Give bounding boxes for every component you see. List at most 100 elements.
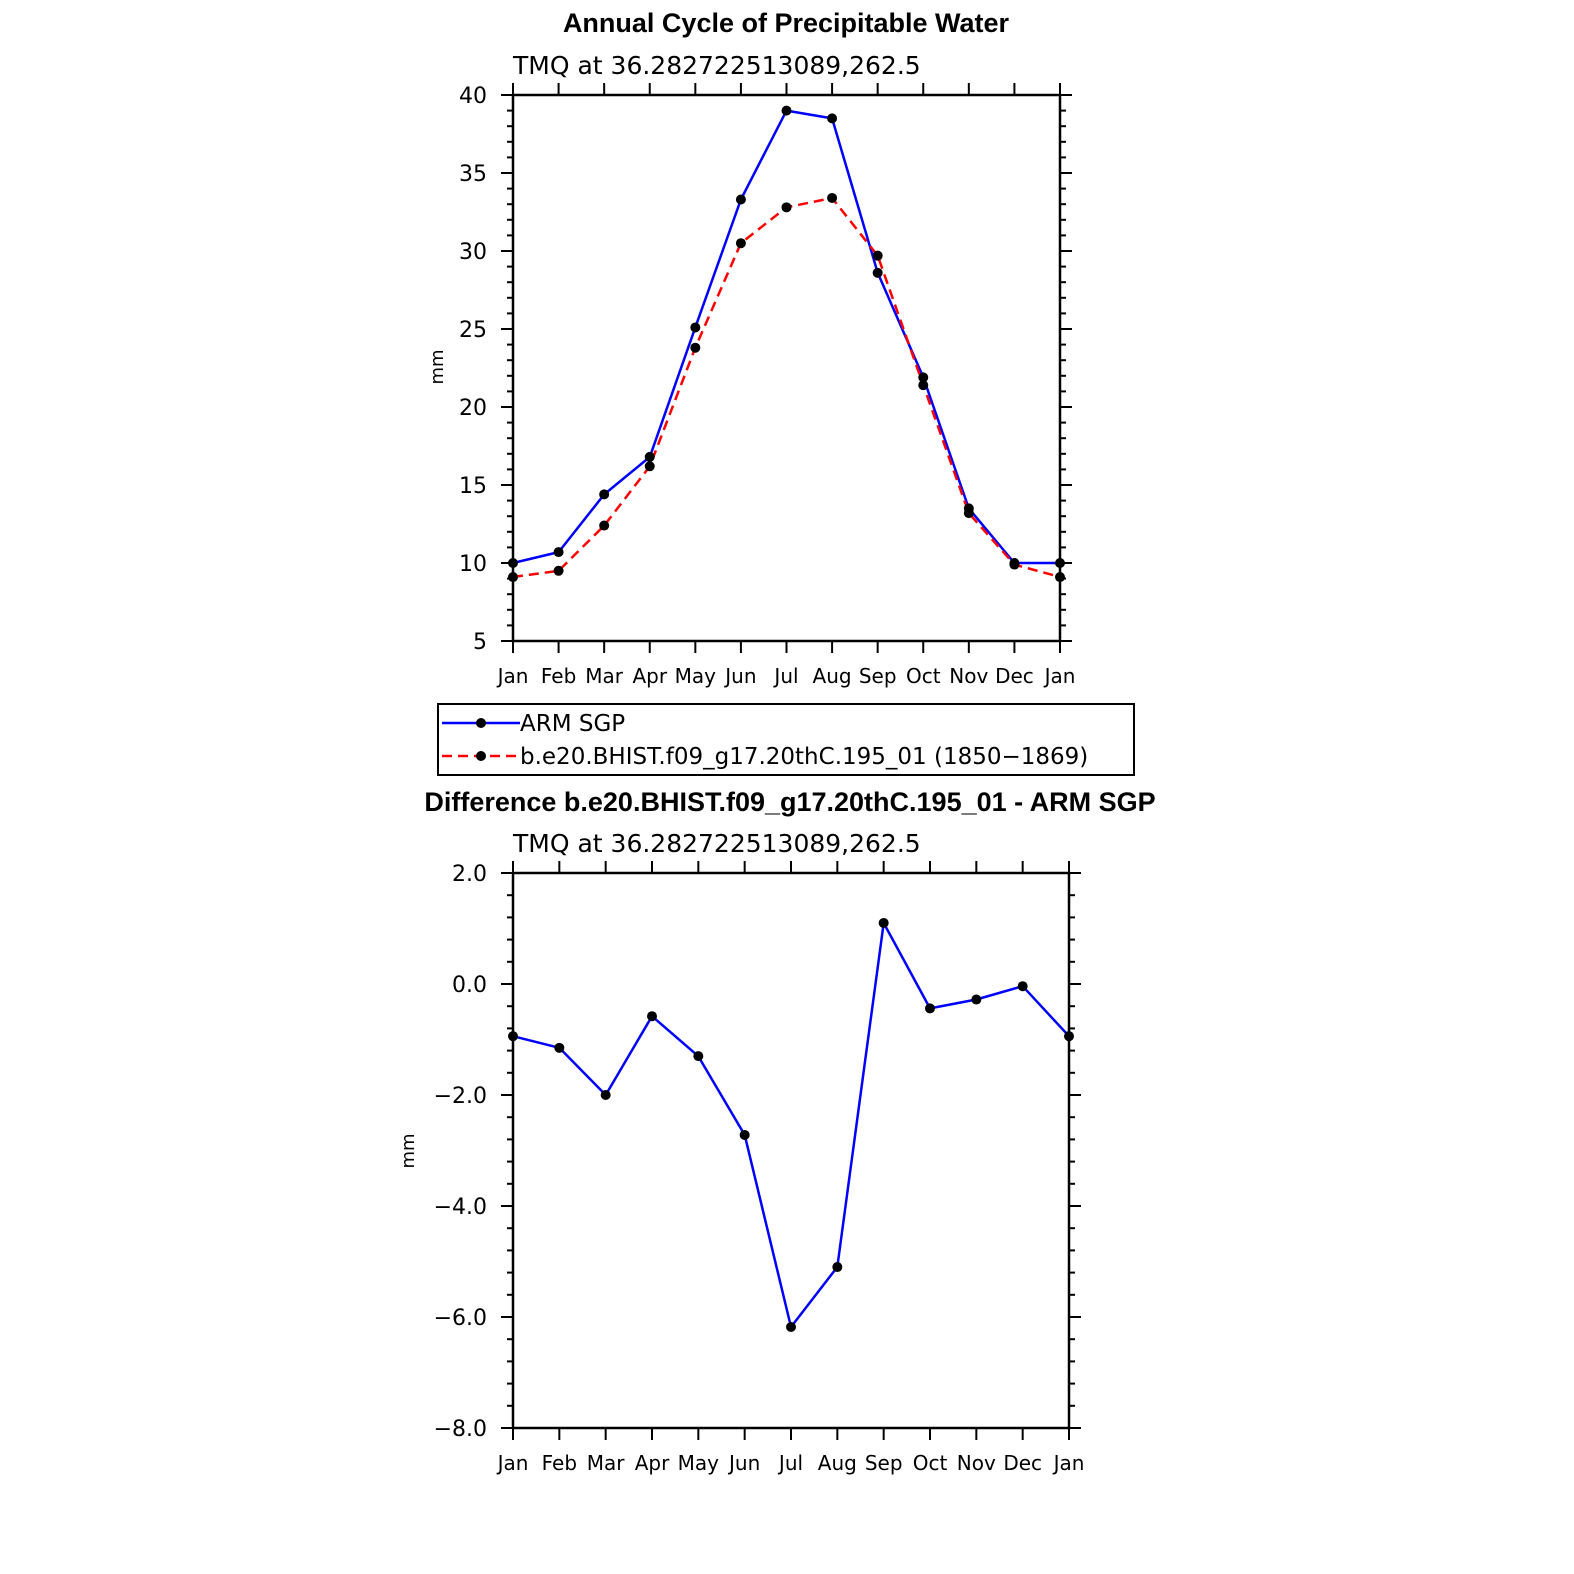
bottom-xtick-label: Sep [865,1451,903,1475]
top-series-0-point [644,451,655,462]
bottom-chart-axes: −8.0 −6.0 −4.0 −2.0 0.0 2.0 Jan Feb Mar Apr May Jun… [434,861,1085,1475]
bottom-series-0-point [832,1262,843,1273]
top-series-0-point [599,489,610,500]
bottom-xtick-label: Jan [496,1451,529,1475]
bottom-series-0-point [647,1011,657,1022]
bottom-chart: Difference b.e20.BHIST.f09_g17.20thC.195… [398,787,1156,1475]
top-chart-ylabel: mm [427,349,448,384]
top-xtick-label: May [675,664,717,688]
bottom-xtick-label: Oct [913,1451,948,1475]
legend-label-model: b.e20.BHIST.f09_g17.20thC.195_01 (1850−1… [520,744,1088,770]
top-xtick-label: Jan [1043,664,1076,688]
top-plot-frame [511,93,1062,643]
top-chart: Annual Cycle of Precipitable Water TMQ a… [427,8,1075,688]
top-series-1-point [781,202,792,213]
top-ytick-label: 10 [459,552,487,577]
top-series-0-point [918,372,929,383]
bottom-ytick-label: −4.0 [434,1195,487,1220]
top-xtick-label: Feb [541,664,576,688]
top-ytick-label: 35 [459,162,487,187]
top-chart-series [508,105,1065,583]
top-series-1-point [1055,572,1065,583]
bottom-ytick-label: 0.0 [452,973,487,998]
bottom-series-line-0 [512,921,1070,1329]
top-series-1-point [1009,559,1020,570]
top-ytick-label: 5 [473,630,487,655]
bottom-series-0-point [925,1003,935,1014]
top-series-0-point [781,105,792,116]
top-chart-axes: 5 10 15 20 25 30 35 40 Jan Feb Mar Apr May Jun Jul Aug S… [459,83,1075,688]
bottom-chart-ylabel: mm [398,1133,419,1168]
bottom-xtick-label: Apr [635,1451,670,1475]
top-series-0-point [508,558,518,568]
bottom-xtick-label: Dec [1003,1451,1042,1475]
top-xtick-label: Sep [859,664,897,688]
top-series-1-point [599,520,610,531]
top-xtick-label: Mar [585,664,624,688]
bottom-chart-title: Difference b.e20.BHIST.f09_g17.20thC.195… [424,787,1155,817]
bottom-chart-series [508,917,1074,1332]
top-series-0-point [690,322,701,333]
bottom-xtick-label: Jul [777,1451,803,1475]
legend-marker-model [476,751,486,761]
top-xtick-label: Oct [906,664,941,688]
top-series-1-point [508,572,518,583]
bottom-series-0-point [1064,1031,1074,1042]
top-ytick-label: 40 [459,84,487,109]
bottom-chart-subtitle: TMQ at 36.282722513089,262.5 [512,829,921,858]
top-xtick-label: Aug [813,664,852,688]
top-ytick-label: 15 [459,474,487,499]
top-xtick-label: Jul [772,664,798,688]
bottom-xtick-label: Mar [587,1451,626,1475]
top-series-1-point [918,380,929,391]
bottom-xtick-label: May [678,1451,720,1475]
legend-label-arm: ARM SGP [520,711,625,737]
top-ytick-label: 30 [459,240,487,265]
bottom-plot-frame [511,871,1071,1430]
bottom-series-0-point [600,1090,611,1100]
bottom-series-0-point [878,917,889,928]
bottom-xtick-label: Jun [727,1451,760,1475]
top-series-0-point [872,267,883,278]
top-series-1-point [735,238,746,249]
bottom-series-0-point [739,1129,750,1140]
top-xtick-label: Apr [632,664,667,688]
top-series-1-point [827,192,838,203]
bottom-series-0-point [971,994,982,1005]
bottom-ytick-label: −8.0 [434,1417,487,1442]
top-series-0-point [553,547,564,558]
bottom-series-0-point [554,1042,565,1053]
top-series-0-point [735,194,746,205]
bottom-series-0-point [508,1031,518,1042]
bottom-xtick-label: Jan [1052,1451,1085,1475]
top-xtick-label: Jun [723,664,756,688]
bottom-ytick-label: −2.0 [434,1084,487,1109]
top-xtick-label: Jan [496,664,529,688]
top-chart-subtitle: TMQ at 36.282722513089,262.5 [512,51,921,80]
bottom-series-0-point [693,1051,704,1062]
bottom-xtick-label: Nov [957,1451,996,1475]
bottom-ytick-label: 2.0 [452,862,487,887]
top-ytick-label: 20 [459,396,487,421]
top-series-0-point [827,113,838,124]
bottom-series-0-point [786,1321,796,1332]
top-series-1-point [553,565,564,576]
top-ytick-label: 25 [459,318,487,343]
bottom-ytick-label: −6.0 [434,1306,487,1331]
top-series-0-point [1055,558,1065,568]
top-xtick-label: Dec [995,664,1034,688]
legend-box [437,703,1135,776]
bottom-series-0-point [1017,981,1028,992]
top-series-line-0 [512,109,1060,565]
legend: ARM SGP b.e20.BHIST.f09_g17.20thC.195_01… [437,703,1135,776]
top-series-1-point [644,461,655,472]
top-series-1-point [690,342,701,353]
top-chart-title: Annual Cycle of Precipitable Water [563,8,1010,38]
bottom-xtick-label: Feb [542,1451,577,1475]
bottom-xtick-label: Aug [818,1451,857,1475]
top-series-1-point [872,250,883,261]
legend-marker-arm [476,718,486,728]
top-series-1-point [963,508,974,519]
top-xtick-label: Nov [949,664,988,688]
